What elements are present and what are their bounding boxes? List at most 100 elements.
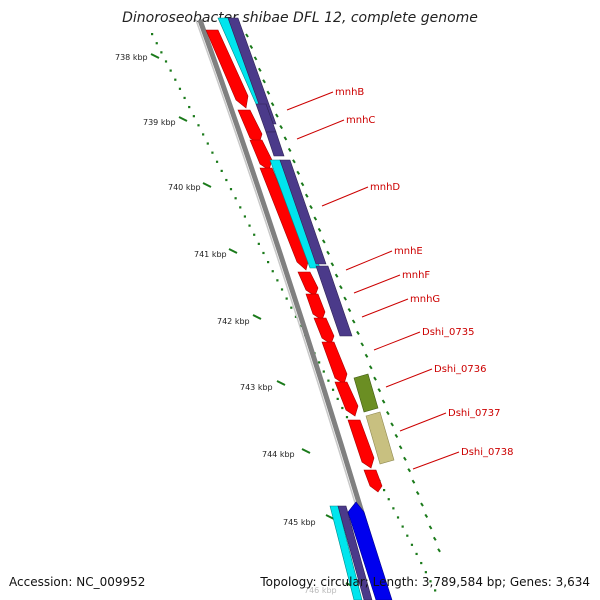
gene-label[interactable]: Dshi_0736 bbox=[434, 364, 486, 375]
inner-dot bbox=[351, 319, 356, 324]
ruler-dot bbox=[262, 251, 265, 255]
cds-arrow-mnhF[interactable] bbox=[305, 293, 326, 321]
inner-dot bbox=[334, 273, 339, 278]
ruler-tick bbox=[202, 182, 212, 188]
gene-label-line bbox=[345, 250, 393, 271]
ruler-dot bbox=[322, 370, 325, 373]
inner-dot bbox=[257, 67, 262, 72]
feature-block-6[interactable] bbox=[337, 505, 373, 600]
ruler-dot bbox=[197, 124, 200, 127]
inner-dot bbox=[300, 182, 305, 187]
gene-label[interactable]: mnhG bbox=[410, 294, 440, 305]
inner-dot bbox=[343, 296, 347, 301]
ruler-tick-label: 744 kbp bbox=[262, 450, 295, 459]
inner-dot bbox=[390, 422, 394, 427]
gene-label[interactable]: Dshi_0737 bbox=[448, 408, 500, 419]
gene-label[interactable]: mnhD bbox=[370, 182, 400, 193]
cds-arrow-mnhA[interactable] bbox=[205, 29, 249, 109]
ruler-tick-label: 742 kbp bbox=[217, 317, 250, 326]
ruler-tick bbox=[325, 514, 335, 520]
ruler-dot bbox=[243, 215, 246, 218]
ruler-dot bbox=[257, 242, 260, 245]
feature-khaki-block[interactable] bbox=[365, 411, 395, 465]
gene-segment-bottom[interactable] bbox=[329, 505, 363, 600]
ruler-dot bbox=[169, 69, 172, 72]
ruler-dot bbox=[155, 42, 158, 45]
ruler-dot bbox=[401, 525, 404, 528]
ruler-tick bbox=[178, 116, 188, 122]
ruler-tick-label: 739 kbp bbox=[143, 118, 176, 127]
ruler-dot bbox=[299, 324, 302, 328]
cds-arrow-mnhD[interactable] bbox=[259, 167, 310, 271]
cds-arrow-dshi0735[interactable] bbox=[321, 341, 348, 385]
inner-dotted-line bbox=[245, 33, 441, 553]
gene-label-line bbox=[286, 91, 334, 111]
inner-dot bbox=[275, 113, 279, 118]
ruler-dot bbox=[396, 516, 400, 519]
ruler-dot bbox=[229, 188, 233, 191]
ruler-dot bbox=[406, 534, 409, 537]
inner-dot bbox=[377, 388, 382, 393]
gene-label[interactable]: Dshi_0738 bbox=[461, 447, 513, 458]
cds-arrow-dshi0738[interactable] bbox=[363, 469, 383, 493]
gene-label[interactable]: mnhC bbox=[346, 115, 375, 126]
ruler-tick bbox=[228, 248, 238, 254]
cds-arrow-dshi0737[interactable] bbox=[347, 419, 375, 469]
ruler-dot bbox=[387, 498, 390, 501]
inner-dot bbox=[420, 502, 424, 507]
cds-arrow-dshi0736[interactable] bbox=[334, 381, 359, 417]
gene-label[interactable]: Dshi_0735 bbox=[422, 327, 474, 338]
feature-olive-block[interactable] bbox=[353, 373, 379, 413]
inner-dot bbox=[326, 250, 330, 255]
gene-label-line bbox=[399, 412, 447, 432]
inner-dot bbox=[407, 468, 412, 473]
inner-dot bbox=[296, 170, 301, 175]
ruler-dot bbox=[285, 297, 288, 300]
accession-text: Accession: NC_009952 bbox=[9, 575, 146, 589]
ruler-tick bbox=[301, 448, 311, 454]
feature-block-3[interactable] bbox=[265, 131, 285, 157]
inner-dot bbox=[266, 90, 271, 95]
inner-dot bbox=[309, 205, 313, 210]
inner-dot bbox=[424, 513, 429, 519]
gene-label[interactable]: mnhB bbox=[335, 87, 364, 98]
feature-block-5[interactable] bbox=[315, 265, 353, 337]
ruler-tick-label: 741 kbp bbox=[194, 250, 227, 259]
ruler-dot bbox=[160, 51, 163, 54]
inner-dot bbox=[347, 308, 352, 313]
ruler-dot bbox=[253, 233, 256, 236]
cds-arrow-mnhE[interactable] bbox=[297, 271, 319, 297]
ruler-dot bbox=[424, 571, 427, 574]
gene-label-line bbox=[296, 119, 345, 140]
ruler-dot bbox=[234, 197, 237, 200]
inner-dot bbox=[381, 399, 386, 404]
cds-arrow-mnhB[interactable] bbox=[237, 109, 263, 145]
ruler-dot bbox=[434, 589, 437, 592]
cds-arrow-mnhG[interactable] bbox=[313, 317, 335, 345]
gene-label[interactable]: mnhE bbox=[394, 246, 423, 257]
feature-block-4[interactable] bbox=[279, 159, 327, 265]
ruler-dot bbox=[211, 151, 214, 154]
ruler-dot bbox=[202, 133, 205, 136]
ruler-dot bbox=[215, 160, 219, 163]
inner-dot bbox=[317, 227, 322, 233]
ruler-dot bbox=[267, 261, 270, 264]
gene-label-line bbox=[353, 274, 401, 294]
inner-dot bbox=[304, 193, 309, 198]
feature-blue-arrow[interactable] bbox=[347, 501, 393, 600]
inner-dot bbox=[373, 376, 377, 381]
feature-block-1[interactable] bbox=[227, 17, 277, 125]
inner-dot bbox=[386, 410, 390, 416]
ruler-tick bbox=[252, 314, 262, 320]
cds-arrow-mnhC[interactable] bbox=[249, 139, 273, 171]
inner-dot bbox=[398, 445, 403, 450]
inner-dot bbox=[330, 262, 335, 267]
ruler-dot bbox=[271, 270, 274, 273]
ruler-dot bbox=[429, 580, 432, 583]
inner-dot bbox=[279, 124, 283, 130]
inner-dot bbox=[428, 525, 433, 530]
gene-label[interactable]: mnhF bbox=[402, 270, 430, 281]
ruler-dot bbox=[341, 406, 344, 410]
inner-dot bbox=[321, 239, 326, 244]
inner-dot bbox=[292, 159, 296, 164]
